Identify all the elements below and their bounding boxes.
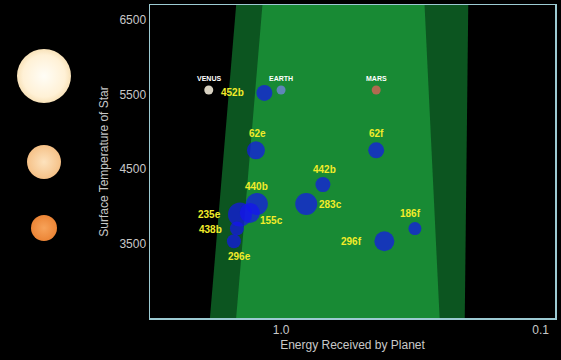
svg-text:6500: 6500 bbox=[119, 13, 146, 27]
svg-text:VENUS: VENUS bbox=[197, 75, 221, 82]
svg-text:442b: 442b bbox=[313, 164, 336, 175]
svg-text:235e: 235e bbox=[198, 209, 221, 220]
svg-text:Surface Temperature of Star: Surface Temperature of Star bbox=[97, 86, 111, 237]
svg-text:1.0: 1.0 bbox=[273, 323, 290, 337]
svg-text:438b: 438b bbox=[199, 224, 222, 235]
svg-text:0.1: 0.1 bbox=[532, 323, 549, 337]
svg-text:Energy Received by Planet: Energy Received by Planet bbox=[280, 338, 425, 352]
svg-text:186f: 186f bbox=[400, 208, 421, 219]
svg-text:5500: 5500 bbox=[119, 88, 146, 102]
svg-text:283c: 283c bbox=[319, 199, 342, 210]
svg-text:MARS: MARS bbox=[366, 75, 387, 82]
svg-text:296f: 296f bbox=[341, 236, 362, 247]
svg-text:3500: 3500 bbox=[119, 237, 146, 251]
svg-text:62f: 62f bbox=[369, 128, 384, 139]
svg-text:62e: 62e bbox=[249, 128, 266, 139]
svg-text:EARTH: EARTH bbox=[269, 75, 293, 82]
svg-text:296e: 296e bbox=[228, 251, 251, 262]
svg-text:155c: 155c bbox=[260, 215, 283, 226]
svg-text:4500: 4500 bbox=[119, 162, 146, 176]
svg-text:440b: 440b bbox=[245, 181, 268, 192]
svg-text:452b: 452b bbox=[221, 87, 244, 98]
